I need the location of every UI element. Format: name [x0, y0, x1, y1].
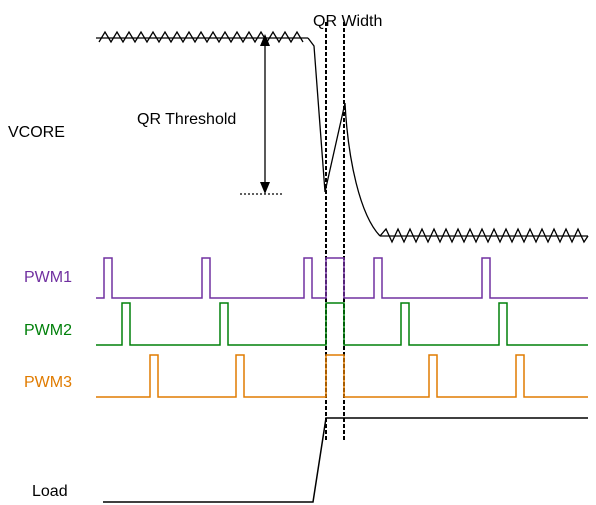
- qr-threshold-arrow: [240, 34, 284, 195]
- load-waveform: [103, 417, 588, 503]
- vcore-label: VCORE: [8, 124, 65, 141]
- pwm3-waveform: [96, 354, 588, 398]
- qr-threshold-label: QR Threshold: [137, 111, 236, 128]
- pwm1-waveform: [96, 257, 588, 299]
- qr-width-markers: [325, 22, 345, 440]
- pwm2-label: PWM2: [24, 322, 72, 339]
- qr-width-label: QR Width: [313, 13, 382, 30]
- load-label: Load: [32, 483, 68, 500]
- vcore-droop: [307, 37, 381, 237]
- pwm2-waveform: [96, 302, 588, 346]
- pwm1-label: PWM1: [24, 269, 72, 286]
- vcore-waveform: [96, 30, 589, 244]
- pwm3-label: PWM3: [24, 374, 72, 391]
- arrowhead-down: [260, 182, 270, 194]
- arrowhead-up: [260, 34, 270, 46]
- vcore-low-ripple: [379, 227, 589, 244]
- vcore-high-ripple: [98, 30, 304, 44]
